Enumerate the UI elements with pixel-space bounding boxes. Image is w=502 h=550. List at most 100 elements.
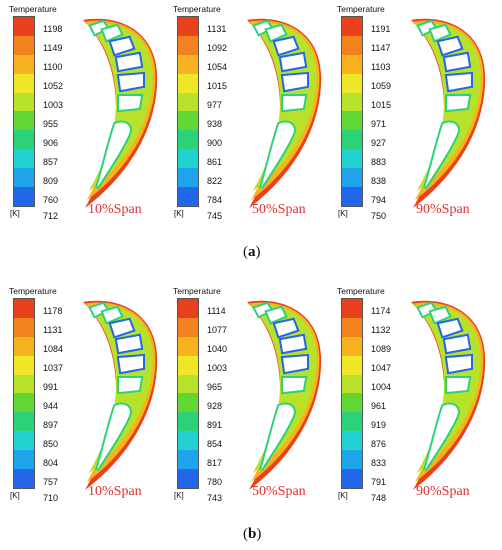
cooling-channel [444,353,473,375]
cooling-channel [95,402,132,472]
channel-cavity [111,38,133,54]
tick-label: 817 [207,458,223,468]
colorbar-band [342,431,362,451]
channel-cavity [445,54,469,70]
channel-cavity [119,356,143,372]
colorbar-band [178,130,198,150]
tick-label: 1178 [43,306,63,316]
colorbar-band [14,111,34,131]
tick-label: 876 [371,439,387,449]
channel-cavity [419,22,435,34]
colorbar-band [14,54,34,74]
channel-cavity [447,96,469,110]
colorbar-band [178,469,198,488]
colorbar-band [342,299,362,318]
cooling-channel [444,71,473,93]
colorbar-band [14,299,34,318]
colorbar-band [342,336,362,356]
blade-contour [247,18,322,208]
caption-close: ) [256,526,262,542]
channel-cavity [283,74,307,90]
colorbar-band [14,374,34,394]
tick-label: 991 [43,382,59,392]
tick-label: 906 [43,138,59,148]
colorbar-band [14,130,34,150]
cooling-channel [117,94,144,113]
colorbar-band [14,35,34,55]
colorbar-band [178,355,198,375]
tick-label: 971 [371,119,387,129]
tick-label: 1131 [207,24,227,34]
tick-label: 1059 [371,81,392,91]
tick-label: 1132 [371,325,391,335]
colorbar-band [14,17,34,36]
colorbar-band [178,393,198,413]
channel-cavity [283,356,307,372]
tick-label: 757 [43,477,59,487]
tick-label: 1174 [371,306,391,316]
cooling-channel [259,402,296,472]
tick-label: 927 [371,138,387,148]
span-label: 90%Span [416,484,470,499]
channel-cavity [255,304,271,316]
channel-cavity [283,378,305,392]
tick-label: 861 [207,157,223,167]
channel-cavity [267,26,285,40]
panel-a-10: Temperature 1198 1149 1100 1052 1003 955… [8,4,168,224]
tick-label: 944 [43,401,59,411]
cooling-channel [428,23,452,43]
colorbar-band [342,168,362,188]
colorbar-band [342,130,362,150]
colorbar-band [178,187,198,206]
cooling-channel [436,317,464,339]
tick-label: 883 [371,157,387,167]
colorbar-band [342,469,362,488]
colorbar-band [178,374,198,394]
colorbar-band [178,73,198,93]
tick-label: 794 [371,195,387,205]
tick-label: 897 [43,420,59,430]
tick-label: 1004 [371,382,392,392]
channel-cavity [439,38,461,54]
colorbar-band [342,450,362,470]
channel-cavity [425,404,458,470]
blade-contour [247,300,322,490]
channel-cavity [261,404,294,470]
tick-label: 745 [207,211,223,221]
unit-label: [K] [10,209,20,218]
colorbar-band [14,92,34,112]
cooling-channel [442,333,472,355]
unit-label: [K] [174,491,184,500]
tick-label: 919 [371,420,387,430]
colorbar-band [14,187,34,206]
caption-open: ( [243,526,248,542]
tick-label: 809 [43,176,59,186]
tick-label: 833 [371,458,387,468]
panel-b-10: Temperature 1178 1131 1084 1037 991 944 … [8,286,168,506]
blade-contour [83,300,158,490]
panel-a-90: Temperature 1191 1147 1103 1059 1015 971… [336,4,496,224]
colorbar-band [178,54,198,74]
cooling-channel [423,120,460,190]
colorbar [177,298,199,489]
colorbar-band [14,412,34,432]
colorbar-band [342,355,362,375]
span-label: 50%Span [252,202,306,217]
cooling-channel [445,94,472,113]
cooling-channel [445,376,472,395]
cooling-channel [272,35,300,57]
tick-label: 838 [371,176,387,186]
channel-cavity [119,96,141,110]
channel-cavity [281,54,305,70]
cooling-channel [100,23,124,43]
colorbar-band [342,317,362,337]
channel-cavity [255,22,271,34]
colorbar-band [178,168,198,188]
tick-label: 1092 [207,43,228,53]
tick-label: 850 [43,439,59,449]
tick-label: 965 [207,382,223,392]
channel-cavity [283,96,305,110]
colorbar-band [178,149,198,169]
tick-label: 712 [43,211,59,221]
